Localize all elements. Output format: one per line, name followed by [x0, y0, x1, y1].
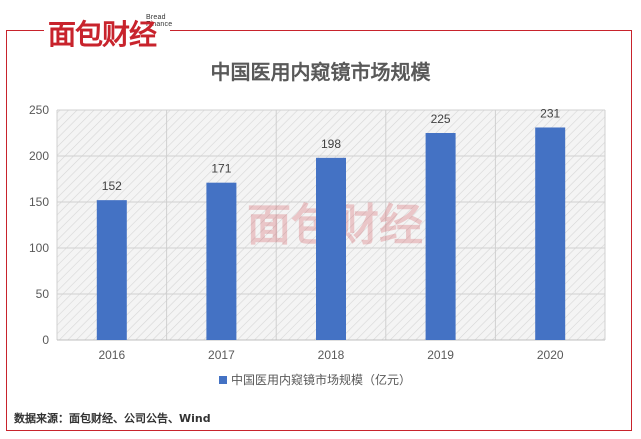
y-tick-label: 50 — [36, 287, 50, 301]
bar-2018 — [316, 157, 346, 340]
bar-2020 — [535, 127, 566, 340]
bar-2017 — [206, 182, 237, 340]
bar-2016 — [96, 200, 127, 340]
x-tick-label: 2020 — [537, 348, 564, 362]
data-label: 171 — [211, 162, 231, 176]
logo: 面包财经 — [48, 18, 157, 51]
chart-title: 中国医用内窥镜市场规模 — [210, 60, 431, 84]
logo-area: Bread Finance 面包财经 — [44, 6, 173, 51]
data-label: 225 — [431, 112, 451, 126]
x-tick-label: 2017 — [208, 348, 235, 362]
border-frame — [6, 30, 632, 431]
legend-label: 中国医用内窥镜市场规模（亿元） — [231, 372, 411, 387]
y-tick-label: 100 — [29, 241, 49, 255]
logo-subtitle: Bread Finance — [146, 14, 173, 28]
source-note: 数据来源：面包财经、公司公告、Wind — [14, 412, 211, 425]
x-tick-label: 2018 — [318, 348, 345, 362]
data-label: 231 — [540, 106, 560, 120]
data-label: 152 — [102, 179, 122, 193]
y-tick-label: 0 — [42, 333, 49, 347]
y-tick-label: 200 — [29, 149, 49, 163]
x-tick-label: 2016 — [98, 348, 125, 362]
x-tick-label: 2019 — [427, 348, 454, 362]
y-tick-label: 250 — [29, 103, 49, 117]
bar-2019 — [425, 133, 456, 340]
data-label: 198 — [321, 137, 341, 151]
y-tick-label: 150 — [29, 195, 49, 209]
legend-swatch — [219, 376, 227, 384]
